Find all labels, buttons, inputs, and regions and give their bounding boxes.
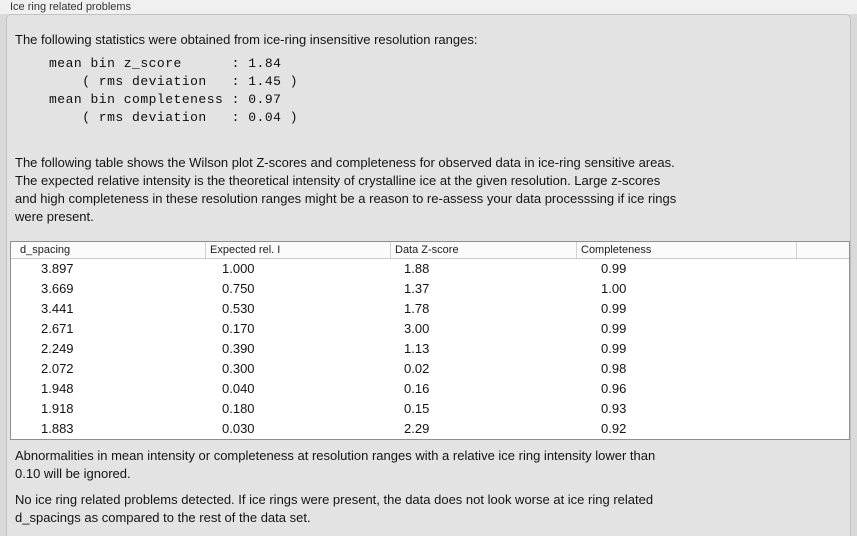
cell-data-z-score: 1.13 <box>404 341 430 356</box>
cell-completeness: 0.93 <box>601 401 627 416</box>
mean-bin-statistics-block: mean bin z_score : 1.84 ( rms deviation … <box>49 56 299 125</box>
header-cell-filler <box>797 242 849 258</box>
table-row[interactable]: 2.249 0.390 1.13 0.99 <box>11 339 849 359</box>
header-cell-data-z-score[interactable]: Data Z-score <box>391 242 577 258</box>
cell-data-z-score: 1.78 <box>404 301 430 316</box>
table-row[interactable]: 1.948 0.040 0.16 0.96 <box>11 379 849 399</box>
ice-ring-table: d_spacing Expected rel. I Data Z-score C… <box>10 241 850 440</box>
table-header-row: d_spacing Expected rel. I Data Z-score C… <box>11 242 849 259</box>
header-cell-expected-rel-i[interactable]: Expected rel. I <box>206 242 391 258</box>
intro-text: The following statistics were obtained f… <box>15 32 478 47</box>
cell-expected-rel-i: 0.530 <box>222 301 255 316</box>
table-row[interactable]: 3.669 0.750 1.37 1.00 <box>11 279 849 299</box>
cell-d-spacing: 3.669 <box>41 281 74 296</box>
group-label: Ice ring related problems <box>10 1 132 13</box>
cell-completeness: 1.00 <box>601 281 627 296</box>
cell-expected-rel-i: 0.170 <box>222 321 255 336</box>
cell-data-z-score: 2.29 <box>404 421 430 436</box>
cell-d-spacing: 2.249 <box>41 341 74 356</box>
cell-data-z-score: 0.15 <box>404 401 430 416</box>
table-description: The following table shows the Wilson plo… <box>15 155 677 224</box>
header-cell-d-spacing[interactable]: d_spacing <box>11 242 206 258</box>
cell-d-spacing: 2.671 <box>41 321 74 336</box>
header-cell-completeness[interactable]: Completeness <box>577 242 797 258</box>
cell-expected-rel-i: 0.390 <box>222 341 255 356</box>
cell-d-spacing: 3.441 <box>41 301 74 316</box>
table-row[interactable]: 3.441 0.530 1.78 0.99 <box>11 299 849 319</box>
cell-completeness: 0.96 <box>601 381 627 396</box>
table-row[interactable]: 2.072 0.300 0.02 0.98 <box>11 359 849 379</box>
cell-d-spacing: 1.918 <box>41 401 74 416</box>
cell-completeness: 0.99 <box>601 261 627 276</box>
cell-data-z-score: 1.37 <box>404 281 430 296</box>
cell-expected-rel-i: 0.030 <box>222 421 255 436</box>
cell-d-spacing: 1.948 <box>41 381 74 396</box>
cell-completeness: 0.99 <box>601 301 627 316</box>
panel-top-strip <box>0 0 857 14</box>
cell-data-z-score: 3.00 <box>404 321 430 336</box>
cell-expected-rel-i: 0.300 <box>222 361 255 376</box>
cell-d-spacing: 3.897 <box>41 261 74 276</box>
table-row[interactable]: 1.918 0.180 0.15 0.93 <box>11 399 849 419</box>
ice-ring-groupbox: The following statistics were obtained f… <box>6 14 851 536</box>
cell-completeness: 0.92 <box>601 421 627 436</box>
table-row[interactable]: 2.671 0.170 3.00 0.99 <box>11 319 849 339</box>
cell-completeness: 0.99 <box>601 341 627 356</box>
cell-data-z-score: 1.88 <box>404 261 430 276</box>
cell-completeness: 0.98 <box>601 361 627 376</box>
cell-d-spacing: 2.072 <box>41 361 74 376</box>
conclusion-text: No ice ring related problems detected. I… <box>15 492 654 525</box>
table-row[interactable]: 1.883 0.030 2.29 0.92 <box>11 419 849 439</box>
cell-data-z-score: 0.16 <box>404 381 430 396</box>
table-row[interactable]: 3.897 1.000 1.88 0.99 <box>11 259 849 279</box>
cell-expected-rel-i: 0.040 <box>222 381 255 396</box>
cell-expected-rel-i: 1.000 <box>222 261 255 276</box>
cell-expected-rel-i: 0.180 <box>222 401 255 416</box>
cell-expected-rel-i: 0.750 <box>222 281 255 296</box>
ignore-threshold-note: Abnormalities in mean intensity or compl… <box>15 448 656 481</box>
cell-data-z-score: 0.02 <box>404 361 430 376</box>
cell-completeness: 0.99 <box>601 321 627 336</box>
cell-d-spacing: 1.883 <box>41 421 74 436</box>
